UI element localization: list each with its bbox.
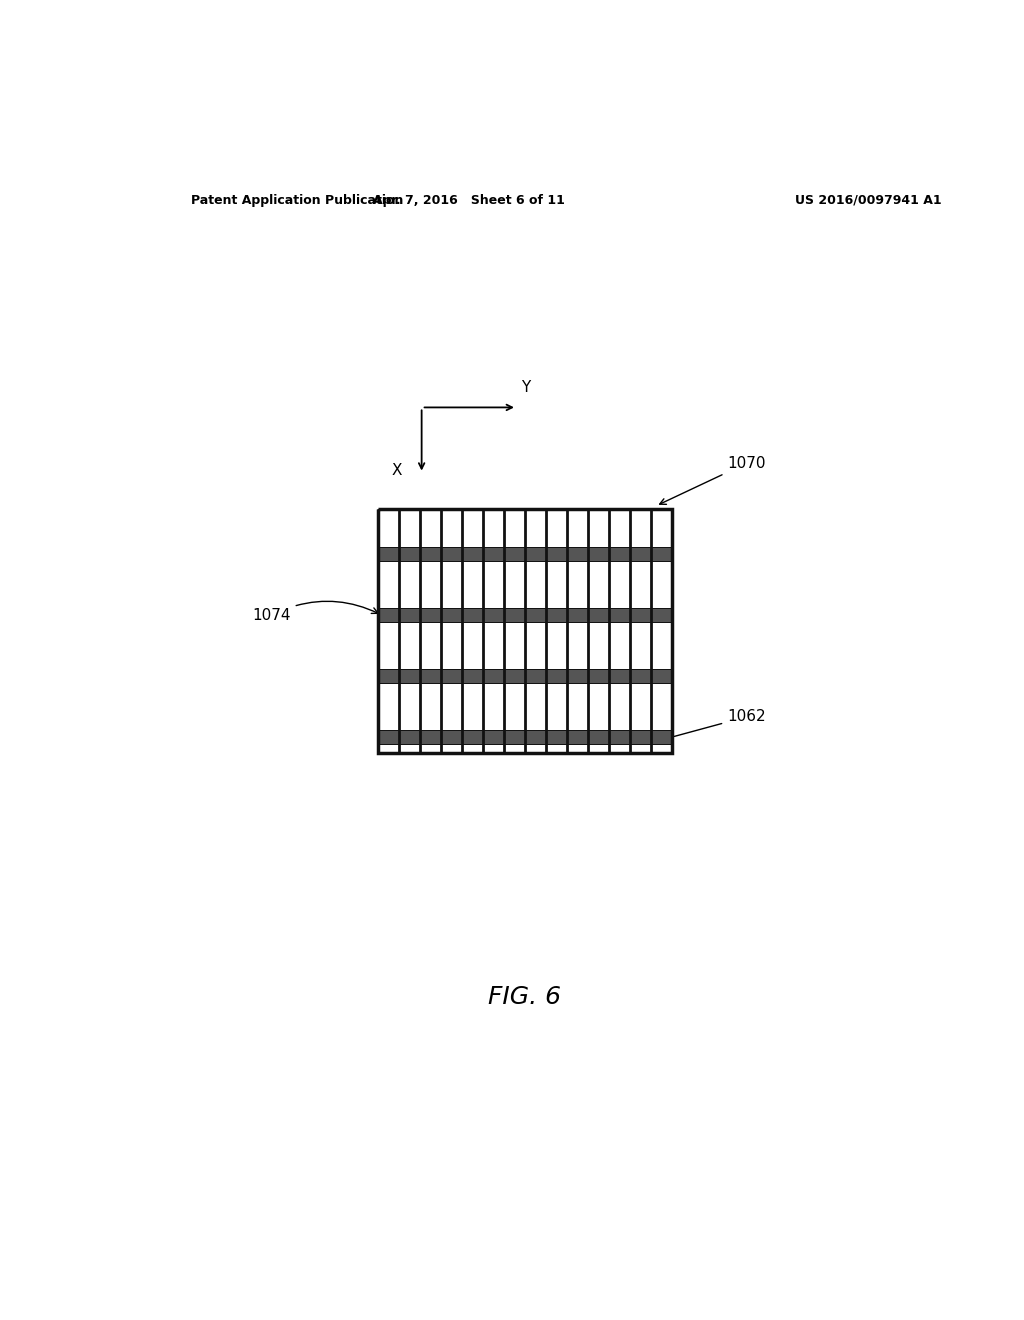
Text: FIG. 6: FIG. 6 bbox=[488, 985, 561, 1008]
Bar bbox=[378, 609, 672, 622]
Text: 1074: 1074 bbox=[252, 602, 378, 623]
Text: Patent Application Publication: Patent Application Publication bbox=[191, 194, 403, 207]
Text: 1062: 1062 bbox=[674, 709, 766, 737]
Bar bbox=[378, 510, 672, 752]
Bar bbox=[378, 669, 672, 682]
Text: Apr. 7, 2016   Sheet 6 of 11: Apr. 7, 2016 Sheet 6 of 11 bbox=[374, 194, 565, 207]
Text: 1070: 1070 bbox=[659, 455, 766, 504]
Text: Y: Y bbox=[521, 380, 530, 395]
Bar bbox=[378, 730, 672, 744]
Text: US 2016/0097941 A1: US 2016/0097941 A1 bbox=[795, 194, 941, 207]
Text: X: X bbox=[391, 463, 401, 478]
Bar bbox=[378, 548, 672, 561]
